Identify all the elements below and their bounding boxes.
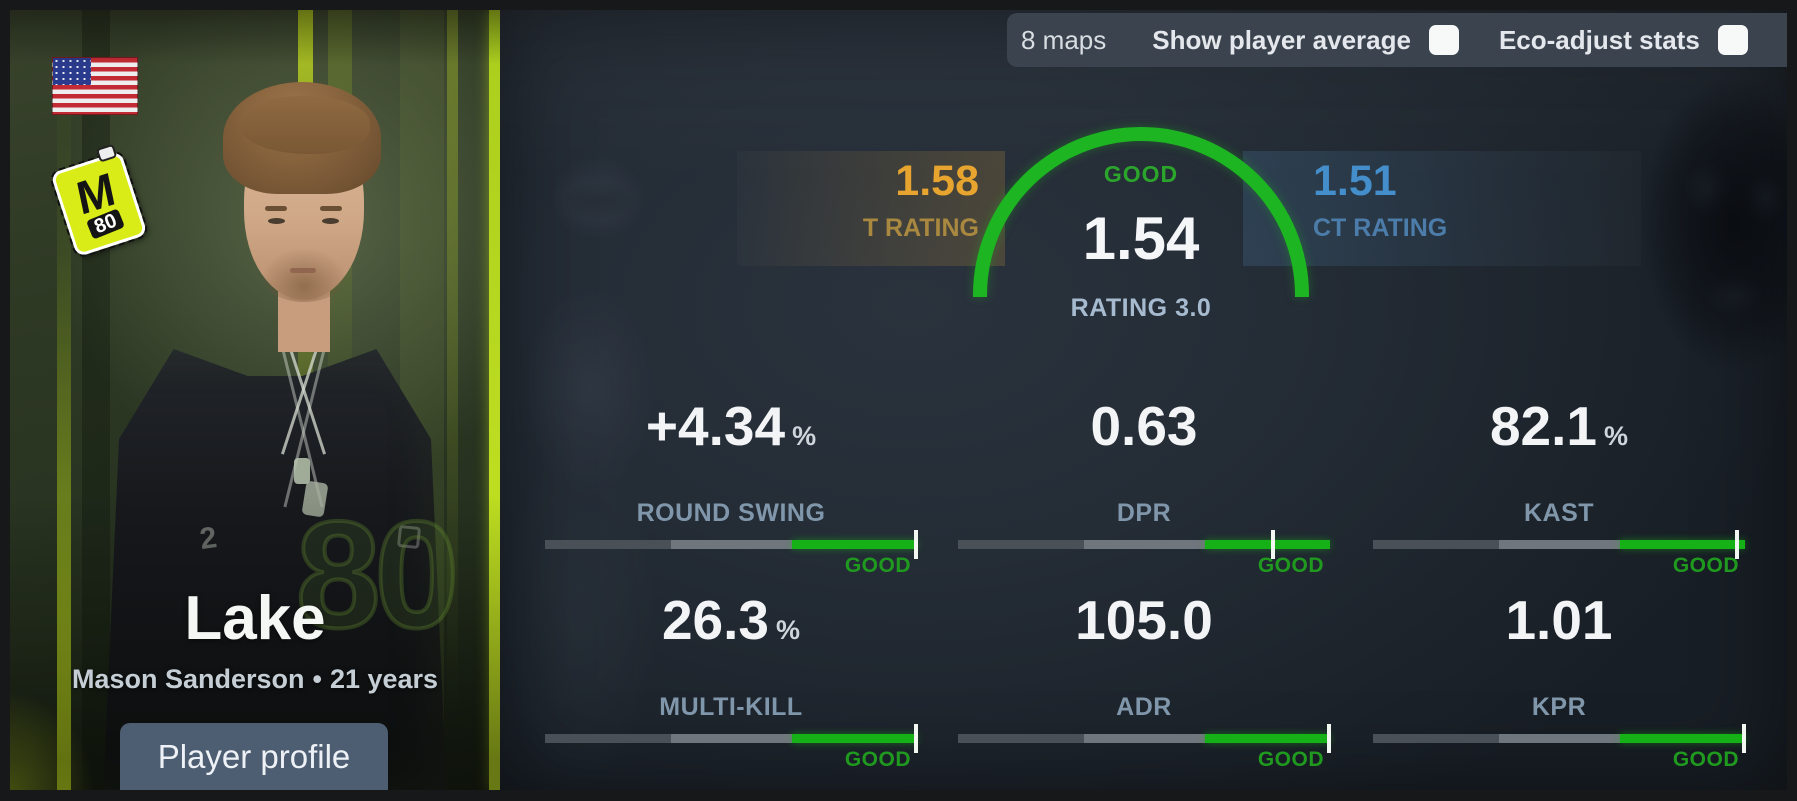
stat-value: 82.1 <box>1489 395 1598 457</box>
stat-value-row: 82.1% <box>1373 391 1745 476</box>
rating-grade: GOOD <box>1103 161 1179 187</box>
team-logo-number: 80 <box>85 208 126 240</box>
show-player-average-checkbox[interactable] <box>1428 25 1459 55</box>
player-real-name: Mason Sanderson <box>71 664 305 694</box>
stat-label: KAST <box>1523 499 1595 527</box>
t-rating-value: 1.58 <box>895 157 979 205</box>
player-card: 2 80 M 80 Lake Mason Sanderson • 21 years <box>10 10 500 790</box>
stat-scale-bar <box>545 530 918 559</box>
stat-cell: +4.34% ROUND SWING GOOD <box>545 391 918 577</box>
m80-watermark: 80 <box>294 488 461 662</box>
bar-segment-mid <box>1084 540 1205 549</box>
stat-grade-label: GOOD <box>1257 748 1324 771</box>
bar-segment-low <box>958 734 1085 743</box>
frame-bottom-bar <box>0 790 1797 801</box>
stat-label: ROUND SWING <box>636 499 826 527</box>
m80-team-logo[interactable]: M 80 <box>47 143 151 260</box>
stat-label: KPR <box>1531 693 1587 721</box>
stat-cell: 0.63 DPR GOOD <box>958 391 1330 576</box>
bar-segment-high <box>1204 540 1330 549</box>
bar-segment-low <box>1373 734 1500 743</box>
bar-segment-low <box>1373 540 1500 549</box>
stat-scale-bar <box>1373 530 1745 559</box>
bar-segment-high <box>791 540 917 549</box>
bar-segment-high <box>1204 734 1330 743</box>
bar-segment-high <box>791 734 917 743</box>
stat-cell: 1.01 KPR GOOD <box>1373 585 1746 771</box>
stat-value: 26.3 <box>661 589 770 651</box>
eco-adjust-stats-label[interactable]: Eco-adjust stats <box>1498 24 1700 55</box>
stat-grade-label: GOOD <box>844 554 911 577</box>
stat-scale-bar <box>958 530 1330 559</box>
bar-segment-low <box>545 540 672 549</box>
bar-segment-low <box>958 540 1085 549</box>
stat-percent-suffix: % <box>1604 421 1629 451</box>
stat-scale-bar <box>1373 724 1746 753</box>
eco-adjust-stats-checkbox[interactable] <box>1717 25 1748 55</box>
rating-scale-label: RATING 3.0 <box>1070 294 1212 322</box>
stat-cell: 105.0 ADR GOOD <box>958 585 1331 771</box>
player-nickname: Lake <box>184 584 326 653</box>
bar-segment-high <box>1619 734 1745 743</box>
bar-segment-mid <box>1499 540 1620 549</box>
stat-value-marker <box>1742 724 1746 753</box>
stat-value-row: +4.34% <box>545 391 917 476</box>
bar-segment-low <box>545 734 672 743</box>
stat-value-marker <box>914 724 918 753</box>
stat-scale-bar <box>958 724 1331 753</box>
bar-segment-high <box>1619 540 1745 549</box>
stat-value: 105.0 <box>1075 589 1213 651</box>
stat-value-marker <box>914 530 918 559</box>
bar-segment-mid <box>671 540 792 549</box>
stat-percent-suffix: % <box>792 421 817 451</box>
stat-value: 0.63 <box>1090 395 1198 457</box>
stat-value-row: 26.3% <box>545 585 917 670</box>
stat-value-marker <box>1734 530 1739 559</box>
stat-grade-label: GOOD <box>1672 554 1739 577</box>
ct-rating-value: 1.51 <box>1313 157 1397 205</box>
filter-bar: 8 maps Show player average Eco-adjust st… <box>1007 13 1787 67</box>
stat-value-row: 0.63 <box>958 391 1330 476</box>
stat-grade-label: GOOD <box>1672 748 1739 771</box>
stat-grade-label: GOOD <box>1257 554 1324 577</box>
stat-label: ADR <box>1116 693 1172 721</box>
stat-value-marker <box>1271 530 1276 559</box>
usa-flag-icon <box>52 57 138 115</box>
stat-grade-label: GOOD <box>844 748 911 771</box>
maps-filter[interactable]: 8 maps <box>1021 24 1107 55</box>
jersey-logo: 2 <box>197 521 219 557</box>
stat-label: DPR <box>1116 499 1172 527</box>
ct-rating-label: CT RATING <box>1313 214 1448 242</box>
show-player-average-label[interactable]: Show player average <box>1152 24 1411 55</box>
separator-dot: • <box>312 664 322 694</box>
stat-value-row: 105.0 <box>958 585 1330 670</box>
bar-segment-mid <box>1084 734 1205 743</box>
t-rating-block: 1.58 T RATING <box>737 151 1005 266</box>
stat-value: 1.01 <box>1505 589 1613 651</box>
t-rating-label: T RATING <box>862 214 979 242</box>
stat-cell: 82.1% KAST GOOD <box>1373 391 1745 576</box>
stat-value: +4.34 <box>645 395 786 457</box>
ct-rating-block: 1.51 CT RATING <box>1243 151 1641 266</box>
stat-value-row: 1.01 <box>1373 585 1745 670</box>
bar-segment-mid <box>671 734 792 743</box>
stat-percent-suffix: % <box>776 615 801 645</box>
rating-value: 1.54 <box>1082 205 1200 272</box>
player-age: 21 years <box>329 664 439 694</box>
stat-cell: 26.3% MULTI-KILL GOOD <box>545 585 918 771</box>
bar-segment-mid <box>1499 734 1620 743</box>
player-profile-button[interactable]: Player profile <box>120 723 388 790</box>
stat-value-marker <box>1327 724 1331 753</box>
team-logo-letter: M <box>71 162 120 226</box>
stat-label: MULTI-KILL <box>659 693 803 721</box>
stat-scale-bar <box>545 724 918 753</box>
stats-panel: 8 maps Show player average Eco-adjust st… <box>500 10 1787 790</box>
player-realname-line: Mason Sanderson • 21 years <box>10 664 500 695</box>
